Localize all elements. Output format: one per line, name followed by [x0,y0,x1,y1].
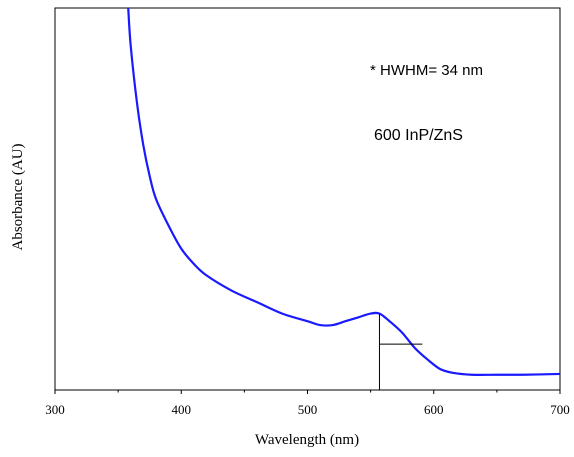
x-ticks: 300 400 500 600 700 [45,390,570,417]
sample-annotation: 600 InP/ZnS [374,127,463,144]
x-tick-label: 300 [45,402,65,417]
x-tick-label: 600 [424,402,444,417]
x-tick-label: 500 [298,402,318,417]
y-axis-label: Absorbance (AU) [10,143,26,250]
plot-frame [54,7,561,391]
hwhm-annotation: * HWHM= 34 nm [370,62,483,79]
x-tick-label: 700 [550,402,570,417]
x-axis-label: Wavelength (nm) [255,432,359,448]
absorbance-series-line [127,7,561,376]
x-tick-label: 400 [172,402,192,417]
